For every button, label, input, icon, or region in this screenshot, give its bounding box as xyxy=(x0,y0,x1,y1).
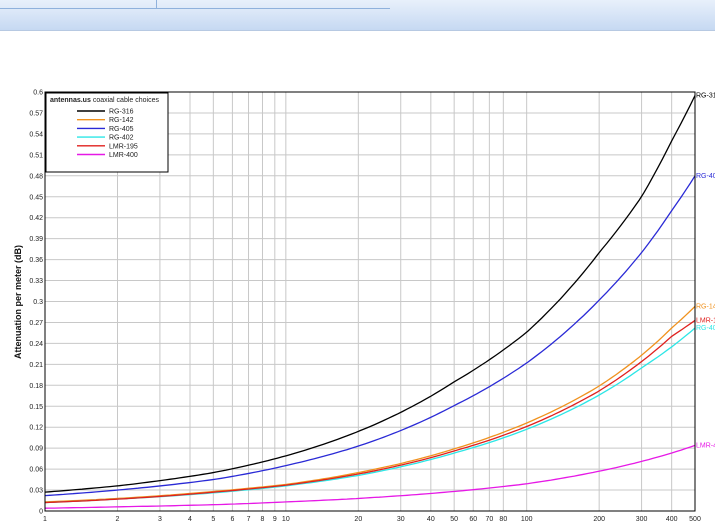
y-tick-label: 0.12 xyxy=(29,425,43,432)
x-tick-label: 40 xyxy=(427,516,435,523)
x-tick-label: 50 xyxy=(450,516,458,523)
x-tick-label: 20 xyxy=(354,516,362,523)
series-lines xyxy=(44,95,696,509)
x-tick-label: 6 xyxy=(230,516,234,523)
series-line-rg-142 xyxy=(44,305,696,503)
series-end-label: RG-40 xyxy=(696,325,715,332)
series-end-label: RG-14 xyxy=(696,303,715,310)
legend: antennas.us coaxial cable choices RG-316… xyxy=(45,92,169,173)
series-end-label: LMR-1 xyxy=(696,317,715,324)
x-tick-label: 500 xyxy=(689,516,701,523)
series-line-lmr-400 xyxy=(44,444,696,509)
legend-item-label: RG-316 xyxy=(109,109,134,116)
y-tick-label: 0.15 xyxy=(29,404,43,411)
x-tick-labels: 1 2 3 4 5 6 7 8 9 10 20 30 40 50 60 70 80 100 200 300 400 500 xyxy=(43,516,701,523)
y-tick-label: 0 xyxy=(39,509,43,516)
y-tick-label: 0.06 xyxy=(29,467,43,474)
y-tick-label: 0.51 xyxy=(29,152,43,159)
y-tick-label: 0.42 xyxy=(29,215,43,222)
series-line-rg-405 xyxy=(44,175,696,497)
y-axis-label: Attenuation per meter (dB) xyxy=(13,245,23,359)
tab-strip xyxy=(0,0,390,9)
x-tick-label: 1 xyxy=(43,516,47,523)
x-tick-label: 3 xyxy=(158,516,162,523)
x-tick-label: 8 xyxy=(261,516,265,523)
y-tick-label: 0.18 xyxy=(29,383,43,390)
y-tick-label: 0.48 xyxy=(29,173,43,180)
legend-item-label: LMR-195 xyxy=(109,143,138,150)
legend-item-label: LMR-400 xyxy=(109,152,138,159)
y-tick-label: 0.36 xyxy=(29,257,43,264)
legend-item-label: RG-402 xyxy=(109,135,134,142)
x-tick-label: 200 xyxy=(593,516,605,523)
y-tick-label: 0.39 xyxy=(29,236,43,243)
series-line-lmr-195 xyxy=(44,319,696,504)
x-tick-label: 60 xyxy=(469,516,477,523)
x-tick-label: 30 xyxy=(397,516,405,523)
x-tick-label: 2 xyxy=(116,516,120,523)
grid-lines xyxy=(44,91,696,512)
y-tick-label: 0.54 xyxy=(29,131,43,138)
x-tick-label: 4 xyxy=(188,516,192,523)
legend-title: antennas.us coaxial cable choices xyxy=(50,97,159,104)
y-tick-label: 0.33 xyxy=(29,278,43,285)
y-tick-label: 0.24 xyxy=(29,341,43,348)
x-tick-label: 70 xyxy=(485,516,493,523)
series-end-label: LMR-4 xyxy=(696,442,715,449)
series-line-rg-316 xyxy=(44,95,696,493)
x-tick-label: 10 xyxy=(282,516,290,523)
y-tick-label: 0.09 xyxy=(29,446,43,453)
y-tick-label: 0.21 xyxy=(29,362,43,369)
legend-item-label: RG-142 xyxy=(109,117,134,124)
x-tick-label: 400 xyxy=(666,516,678,523)
y-tick-label: 0.27 xyxy=(29,320,43,327)
plot-frame xyxy=(44,91,696,512)
y-tick-label: 0.6 xyxy=(33,90,43,97)
x-tick-label: 9 xyxy=(273,516,277,523)
x-tick-label: 300 xyxy=(636,516,648,523)
y-tick-label: 0.3 xyxy=(33,299,43,306)
y-tick-label: 0.03 xyxy=(29,488,43,495)
series-end-label: RG-31 xyxy=(696,92,715,99)
legend-title-bold: antennas.us xyxy=(50,97,91,104)
legend-title-rest: coaxial cable choices xyxy=(93,97,160,104)
x-tick-label: 5 xyxy=(211,516,215,523)
y-tick-label: 0.45 xyxy=(29,194,43,201)
y-tick-label: 0.57 xyxy=(29,110,43,117)
x-tick-label: 100 xyxy=(521,516,533,523)
x-tick-label: 7 xyxy=(247,516,251,523)
legend-box xyxy=(45,92,169,173)
window-title-bar xyxy=(0,0,715,31)
series-end-label: RG-40 xyxy=(696,173,715,180)
y-tick-labels: 0 0.03 0.06 0.09 0.12 0.15 0.18 0.21 0.24 0.27 0.3… xyxy=(29,90,43,516)
x-tick-label: 80 xyxy=(499,516,507,523)
tab-divider xyxy=(156,0,157,8)
legend-item-label: RG-405 xyxy=(109,126,134,133)
